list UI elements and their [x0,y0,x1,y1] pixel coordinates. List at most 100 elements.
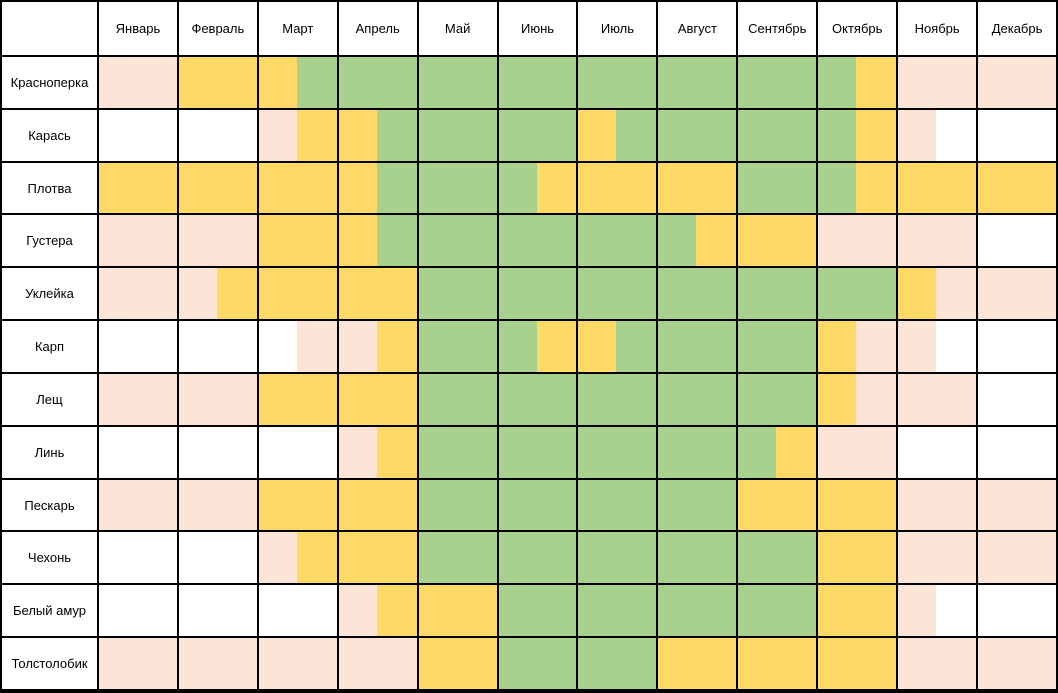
calendar-cell [336,160,377,214]
calendar-cell [896,55,937,108]
month-header-cell: Январь [97,2,177,55]
calendar-cell [136,371,177,425]
calendar-cell [496,160,537,214]
month-header-cell: Март [256,2,337,55]
calendar-cell [256,583,297,637]
calendar-cell [896,371,937,425]
calendar-cell [416,636,457,689]
calendar-cell [1016,55,1056,108]
calendar-cell [97,266,137,320]
calendar-cell [576,160,617,214]
calendar-cell [97,319,137,372]
calendar-cell [136,583,177,637]
fish-row-label: Линь [2,424,97,478]
calendar-cell [1016,636,1056,689]
calendar-cell [976,636,1017,689]
calendar-cell [496,583,537,637]
calendar-cell [416,477,457,531]
calendar-cell [936,55,977,108]
calendar-cell [1016,424,1056,478]
calendar-cell [576,477,617,531]
calendar-cell [296,266,337,320]
calendar-cell [856,477,897,531]
calendar-cell [936,477,977,531]
calendar-cell [576,424,617,478]
calendar-cell [736,424,777,478]
fish-row-label: Карп [2,319,97,372]
calendar-cell [176,319,217,372]
calendar-cell [776,213,817,267]
calendar-cell [336,319,377,372]
calendar-cell [176,636,217,689]
calendar-cell [856,583,897,637]
calendar-cell [216,107,257,161]
calendar-cell [176,583,217,637]
fish-row-label: Чехонь [2,530,97,584]
calendar-cell [976,530,1017,584]
calendar-cell [776,55,817,108]
calendar-cell [976,371,1017,425]
calendar-cell [656,266,697,320]
calendar-cell [136,530,177,584]
calendar-cell [656,477,697,531]
calendar-cell [576,319,617,372]
calendar-cell [456,107,497,161]
calendar-cell [536,583,577,637]
calendar-cell [336,371,377,425]
calendar-cell [456,424,497,478]
calendar-cell [416,107,457,161]
calendar-cell [976,213,1017,267]
month-header-cell: Июнь [496,2,577,55]
calendar-cell [416,55,457,108]
calendar-cell [336,213,377,267]
calendar-cell [736,530,777,584]
fish-row-label: Густера [2,213,97,267]
calendar-cell [816,371,857,425]
calendar-cell [216,530,257,584]
calendar-cell [97,583,137,637]
calendar-cell [1016,530,1056,584]
calendar-cell [376,424,417,478]
calendar-cell [97,213,137,267]
calendar-cell [536,160,577,214]
calendar-cell [616,530,657,584]
calendar-cell [896,636,937,689]
calendar-cell [296,424,337,478]
calendar-cell [496,55,537,108]
calendar-cell [656,371,697,425]
calendar-cell [736,55,777,108]
calendar-cell [936,424,977,478]
calendar-cell [296,55,337,108]
calendar-cell [456,55,497,108]
calendar-cell [816,55,857,108]
calendar-cell [696,266,737,320]
calendar-cell [696,213,737,267]
calendar-cell [816,424,857,478]
calendar-cell [936,371,977,425]
calendar-cell [896,160,937,214]
month-header-cell: Ноябрь [896,2,977,55]
calendar-cell [176,213,217,267]
calendar-cell [97,160,137,214]
calendar-cell [736,583,777,637]
calendar-cell [376,266,417,320]
calendar-cell [136,55,177,108]
calendar-cell [296,477,337,531]
calendar-cell [816,477,857,531]
calendar-cell [416,160,457,214]
calendar-cell [216,636,257,689]
calendar-cell [496,107,537,161]
calendar-cell [616,583,657,637]
calendar-cell [536,636,577,689]
calendar-cell [576,636,617,689]
month-header-cell: Февраль [176,2,257,55]
calendar-cell [216,319,257,372]
calendar-cell [656,530,697,584]
calendar-cell [97,107,137,161]
calendar-cell [616,424,657,478]
calendar-cell [656,107,697,161]
calendar-cell [776,424,817,478]
calendar-cell [336,530,377,584]
calendar-cell [776,371,817,425]
